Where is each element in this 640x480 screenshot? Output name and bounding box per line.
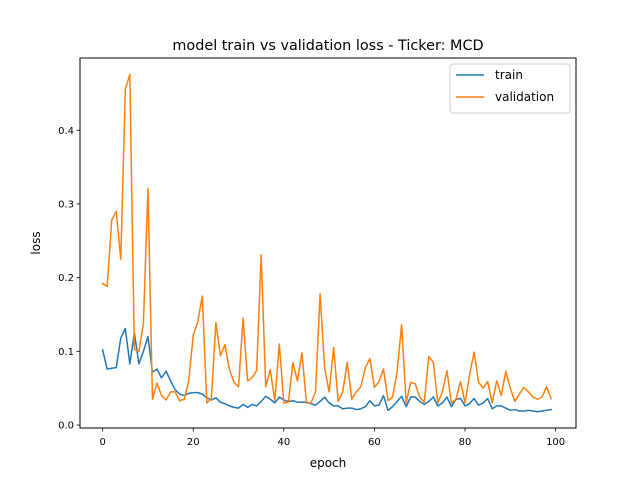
y-tick-label: 0.4 xyxy=(58,126,74,137)
plot-area: 0 20 40 60 80 100 0.0 0.1 0.2 0.3 0.4 xyxy=(58,57,577,448)
series-lines xyxy=(101,73,553,413)
x-axis-label: epoch xyxy=(310,456,347,470)
x-tick-label: 80 xyxy=(459,437,472,448)
y-axis-ticks: 0.0 0.1 0.2 0.3 0.4 xyxy=(58,126,80,432)
series-line-1 xyxy=(101,73,553,404)
series-line-0 xyxy=(101,327,552,413)
legend-box xyxy=(449,63,571,114)
x-axis-ticks: 0 20 40 60 80 100 xyxy=(99,428,565,448)
y-tick-label: 0.0 xyxy=(58,421,74,432)
y-axis-label: loss xyxy=(29,231,43,254)
x-tick-label: 20 xyxy=(187,437,200,448)
legend-label-train: train xyxy=(495,68,523,82)
x-tick-label: 100 xyxy=(546,437,565,448)
x-tick-label: 0 xyxy=(99,437,105,448)
y-tick-label: 0.1 xyxy=(58,347,74,358)
legend: train validation xyxy=(449,63,571,114)
axes-frame xyxy=(79,57,577,429)
chart-title: model train vs validation loss - Ticker:… xyxy=(172,38,483,54)
x-tick-label: 40 xyxy=(277,437,290,448)
legend-label-validation: validation xyxy=(495,90,554,104)
y-tick-label: 0.2 xyxy=(58,273,74,284)
x-tick-label: 60 xyxy=(368,437,381,448)
y-tick-label: 0.3 xyxy=(58,200,74,211)
